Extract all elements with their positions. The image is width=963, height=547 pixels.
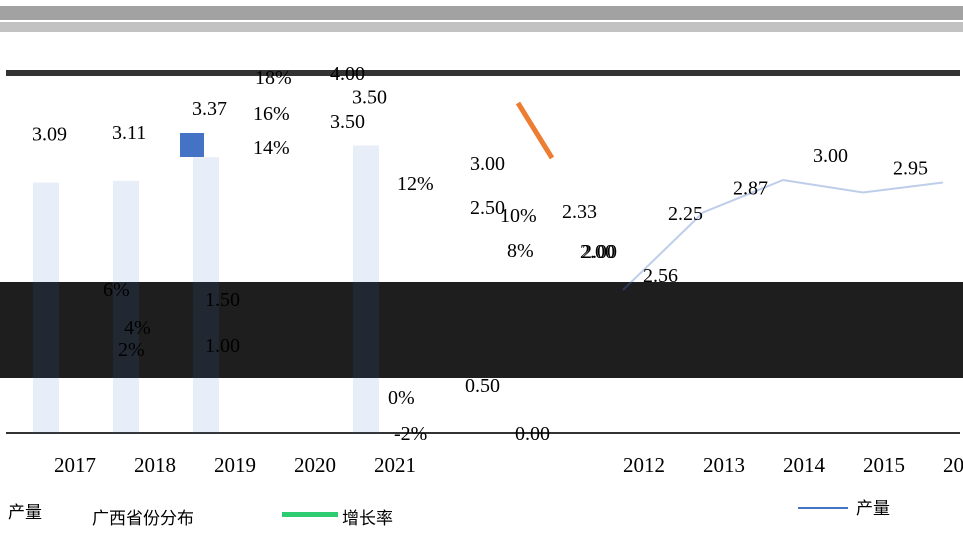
bar-2017: [33, 182, 59, 433]
percent-tick-4: 10%: [500, 205, 537, 227]
number-tick-4: 2.00: [582, 241, 617, 263]
right-extra-label-1: 2.25: [668, 203, 703, 225]
bar-marker-2019: [180, 133, 204, 157]
dark-band: [0, 282, 963, 378]
number-tick-2: 3.00: [470, 153, 505, 175]
number-tick-8: 0.00: [515, 423, 550, 445]
right-value-labels: 2.562.873.002.952.992.332.252.00: [562, 145, 928, 287]
right-extra-label-0: 2.33: [562, 201, 597, 223]
left-number-axis: 4.003.503.002.502.001.501.000.500.00: [205, 63, 617, 445]
year-label-2020: 2020: [294, 453, 336, 477]
year-label-2018: 2018: [134, 453, 176, 477]
top-noise-stripe: [0, 6, 963, 20]
right-year-label-2012: 2012: [623, 453, 665, 477]
number-tick-6: 1.00: [205, 335, 240, 357]
percent-tick-8: 2%: [118, 339, 145, 361]
number-tick-5: 1.50: [205, 289, 240, 311]
right-percent-axis: 18% 16% 14% 12% 10% 8% 6% 4%2% 0% -2%: [103, 67, 537, 445]
percent-tick-6: 6%: [103, 279, 130, 301]
mid-grid-band: [0, 214, 963, 252]
left-bar-series: [33, 133, 379, 434]
value-label-2017: 3.09: [32, 124, 67, 146]
right-line-series: [622, 178, 944, 291]
trend-line: [515, 101, 555, 160]
bar-2018: [113, 180, 139, 433]
legend: 产量 广西省份分布 增长率 产量: [8, 499, 890, 529]
lower-axis-band: [0, 380, 963, 440]
year-label-2021: 2021: [374, 453, 416, 477]
legend-band: [0, 490, 963, 547]
year-label-2017: 2017: [54, 453, 96, 477]
right-value-label-2012: 2.56: [643, 265, 678, 287]
percent-tick-7: 4%: [124, 317, 151, 339]
percent-tick-10: -2%: [394, 423, 427, 445]
value-label-2021: 3.50: [352, 86, 387, 108]
number-tick-7: 0.50: [465, 375, 500, 397]
percent-tick-5: 8%: [507, 240, 534, 262]
right-extra-label-2: 2.00: [580, 241, 615, 263]
right-year-label-2016: 2016: [943, 453, 963, 477]
right-year-label-2013: 2013: [703, 453, 745, 477]
bar-2019: [193, 157, 219, 434]
left-year-labels: 2017 2018 2019 2020 2021: [54, 453, 416, 477]
right-value-label-2015: 2.95: [893, 158, 928, 180]
year-label-2019: 2019: [214, 453, 256, 477]
number-tick-0: 4.00: [330, 63, 365, 85]
value-label-2018: 3.11: [112, 122, 146, 144]
number-tick-3: 2.50: [470, 197, 505, 219]
right-line-path: [622, 178, 944, 291]
legend-fragment-right: 产量: [856, 499, 890, 519]
percent-tick-2: 14%: [253, 137, 290, 159]
right-value-label-2014: 3.00: [813, 145, 848, 167]
number-tick-1: 3.50: [330, 111, 365, 133]
right-value-label-2013: 2.87: [733, 178, 768, 200]
legend-growth-swatch: [282, 512, 338, 517]
percent-tick-1: 16%: [253, 103, 290, 125]
legend-main-label: 广西省份分布: [92, 509, 194, 529]
value-label-2019: 3.37: [192, 98, 227, 120]
right-year-label-2014: 2014: [783, 453, 826, 477]
bar-2021: [353, 145, 379, 433]
left-value-labels: 3.09 3.11 3.37 3.50: [32, 86, 387, 145]
right-year-label-2015: 2015: [863, 453, 905, 477]
upper-axis-line: [6, 70, 960, 76]
percent-tick-3: 12%: [397, 173, 434, 195]
percent-tick-9: 0%: [388, 387, 415, 409]
top-noise-stripe-2: [0, 22, 963, 32]
right-year-labels: 2012 2013 2014 2015 2016: [623, 453, 963, 477]
legend-growth-label: 增长率: [342, 509, 393, 529]
percent-tick-0: 18%: [255, 67, 292, 89]
legend-fragment-left: 产量: [8, 503, 42, 523]
